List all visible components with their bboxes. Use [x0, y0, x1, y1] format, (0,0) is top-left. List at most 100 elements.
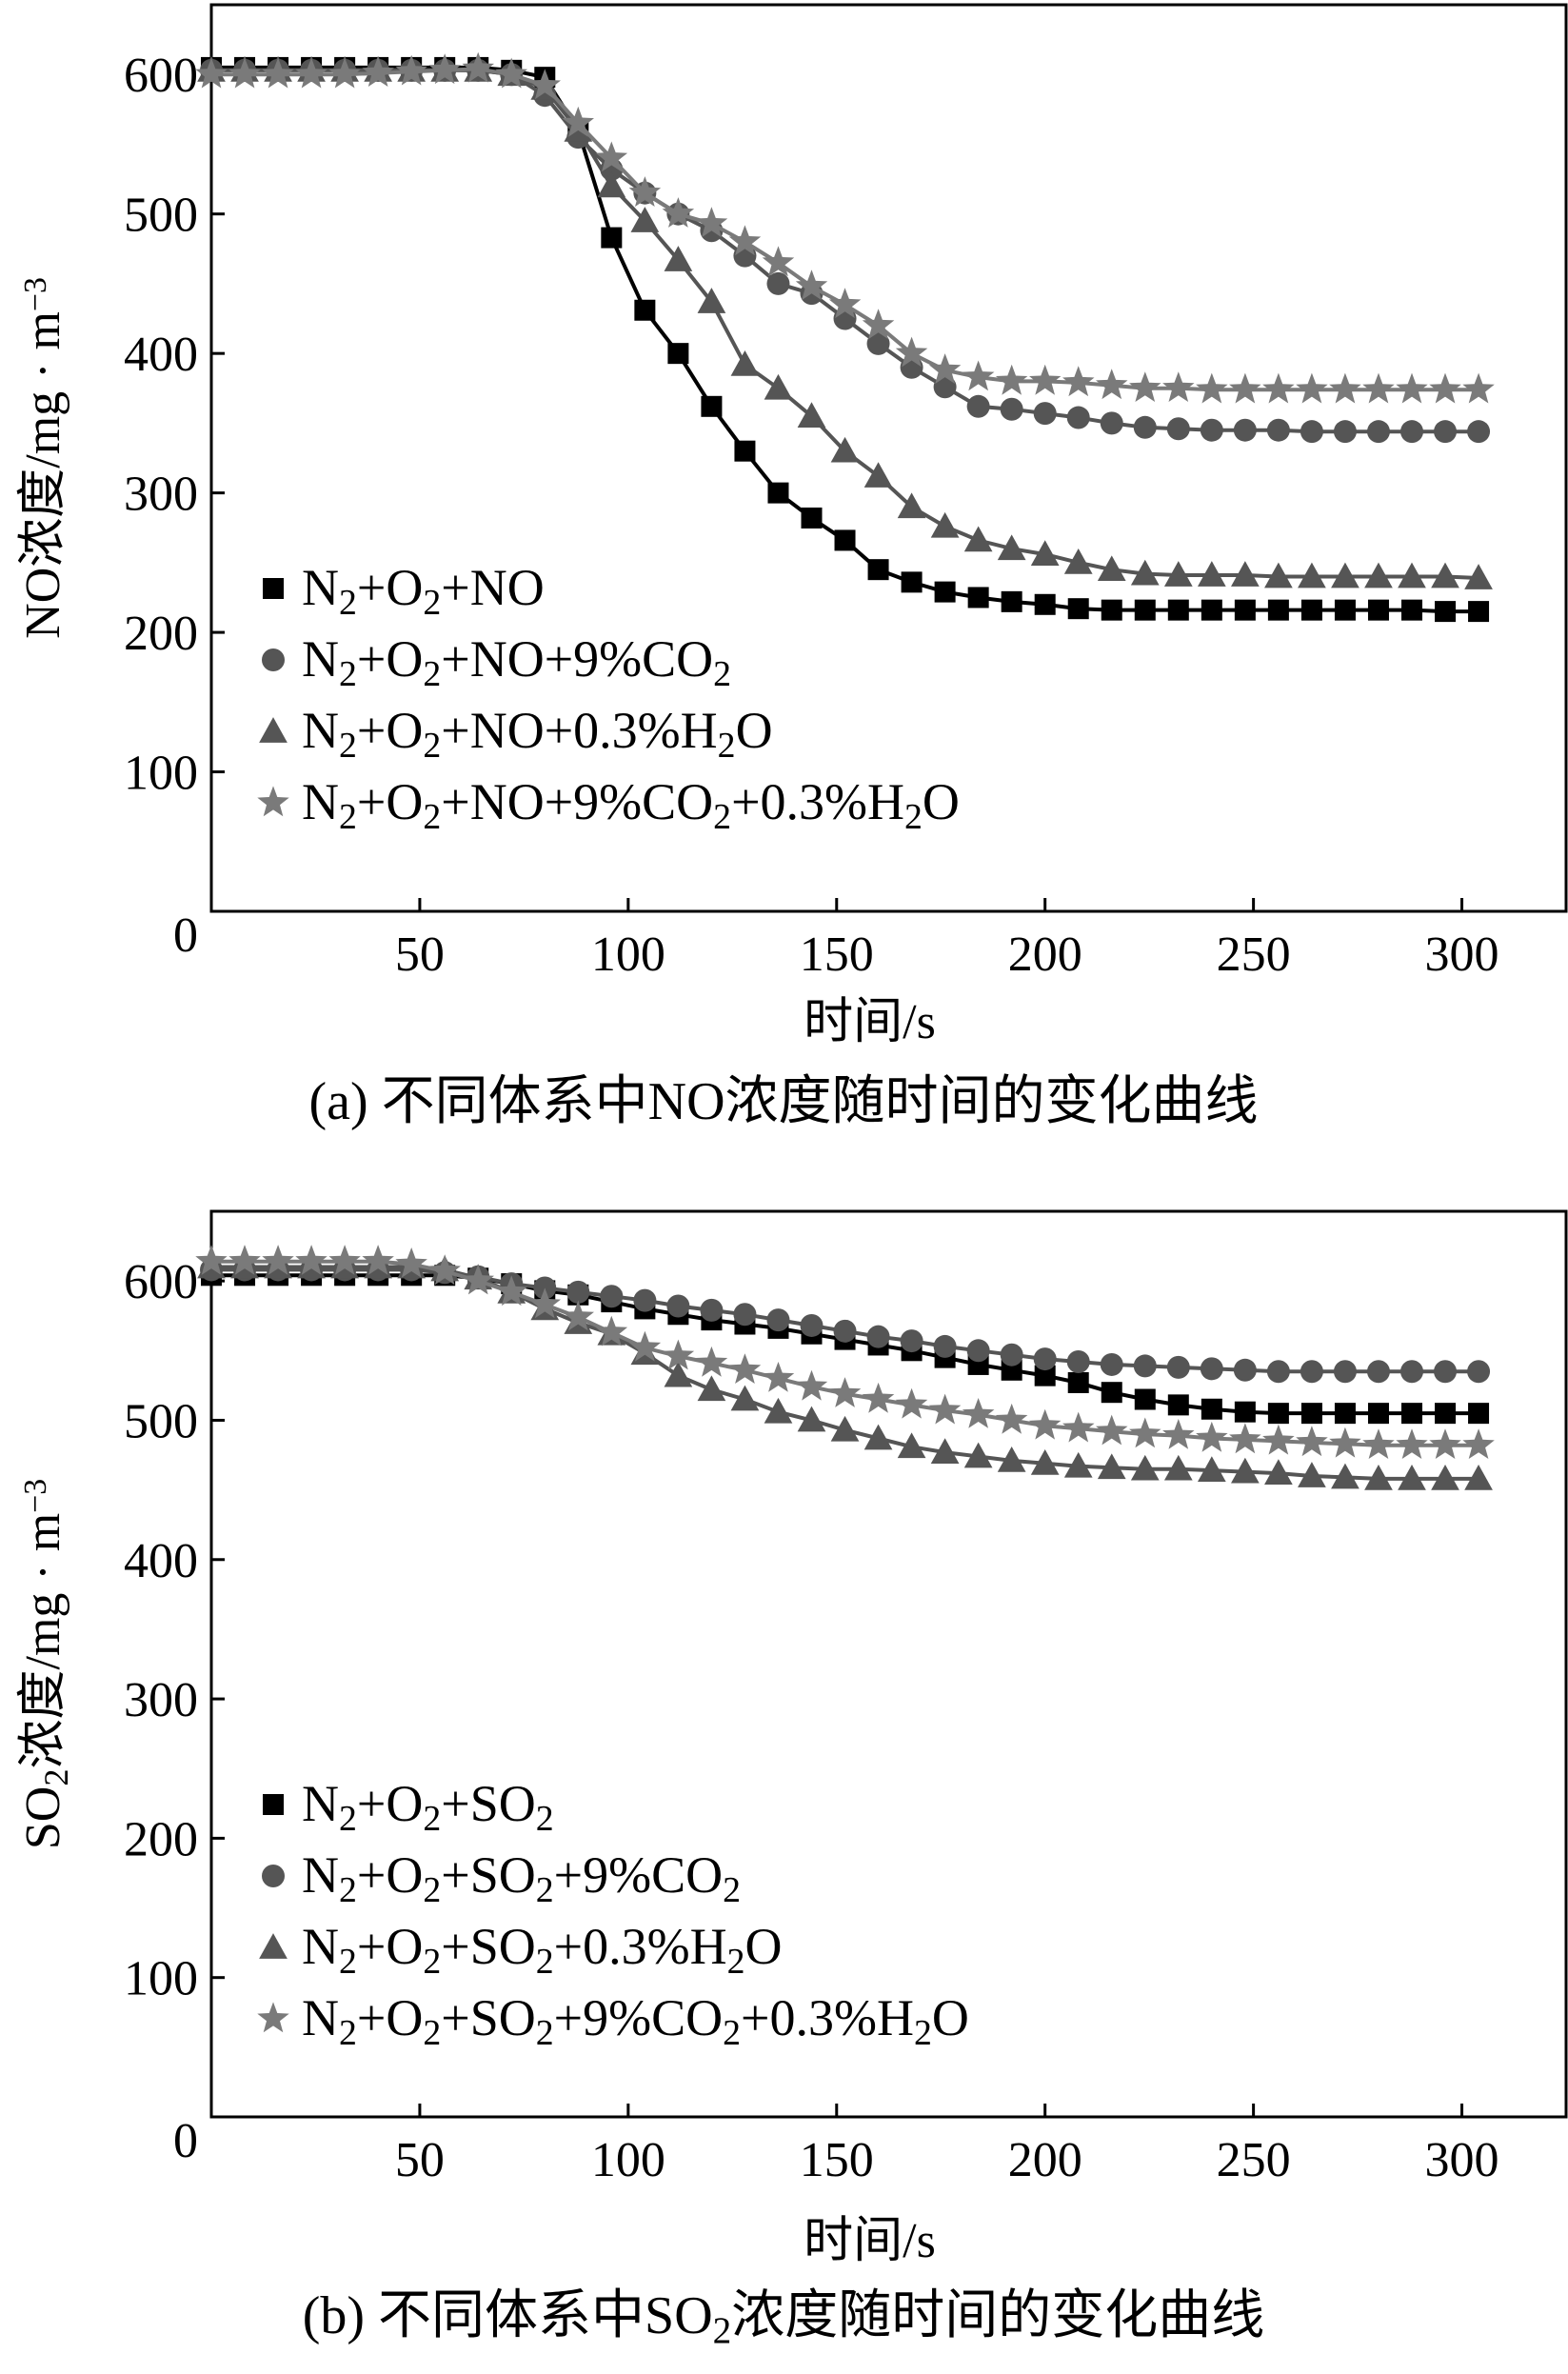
plot-frame [209, 3, 1568, 913]
data-point [930, 511, 960, 538]
x-tick-label: 200 [1008, 928, 1082, 982]
data-point [1166, 417, 1190, 441]
series-line [211, 67, 1479, 392]
data-point [1233, 1358, 1257, 1382]
data-point [697, 1375, 726, 1402]
y-tick-label: 0 [173, 908, 198, 963]
data-point [1030, 540, 1060, 566]
data-point [562, 106, 594, 137]
y-axis-label: NO浓度/mg · m−3 [16, 277, 70, 639]
data-point [928, 353, 962, 384]
data-point [1163, 1454, 1193, 1481]
data-point [1229, 1423, 1261, 1454]
y-tick-label: 100 [124, 747, 198, 801]
data-point [1100, 411, 1123, 435]
data-point [1429, 1428, 1461, 1459]
y-tick-label: 0 [173, 2114, 198, 2168]
data-point [328, 57, 361, 89]
y-tick-label: 100 [124, 1952, 198, 2006]
data-point [695, 1346, 728, 1377]
data-point [834, 529, 856, 551]
data-point [1264, 1459, 1293, 1485]
data-point [730, 1385, 760, 1411]
data-point [1462, 372, 1495, 404]
x-axis-label: 时间/s [804, 2214, 936, 2268]
data-point [1400, 599, 1422, 621]
data-point [933, 1334, 957, 1358]
data-point [1364, 562, 1393, 589]
data-point [1196, 372, 1228, 404]
data-point [1062, 366, 1095, 397]
data-point [800, 1313, 824, 1337]
data-point [1467, 420, 1491, 444]
data-point [897, 492, 926, 519]
x-tick-label: 250 [1217, 2133, 1291, 2187]
data-point [1101, 1382, 1122, 1404]
data-point [1434, 1360, 1458, 1384]
data-point [1163, 561, 1193, 587]
data-point [1331, 562, 1360, 589]
legend-item: N2+O2+SO2+9%CO2+0.3%H2O [257, 1989, 969, 2053]
data-point [1062, 1411, 1095, 1443]
x-tick-label: 200 [1008, 2133, 1082, 2187]
data-point [1435, 1403, 1457, 1425]
data-point [1130, 559, 1160, 586]
data-point [801, 507, 823, 529]
data-point [1234, 1401, 1256, 1423]
figure-caption: (b) 不同体系中SO2浓度随时间的变化曲线 [303, 2286, 1264, 2351]
data-point [1233, 418, 1257, 442]
legend: N2+O2+NO N2+O2+NO+9%CO2 N2+O2+NO+0.3%H2O N2… [257, 559, 960, 837]
data-point [1234, 599, 1256, 621]
data-point [1366, 1360, 1390, 1384]
data-point [595, 141, 628, 172]
data-point [633, 1288, 657, 1312]
x-tick-label: 250 [1217, 928, 1291, 982]
data-point [995, 1403, 1028, 1434]
legend-marker [262, 648, 285, 671]
data-point [362, 56, 394, 87]
data-point [1431, 1465, 1459, 1490]
data-point [1029, 364, 1062, 395]
data-point [697, 288, 726, 313]
data-point [1464, 564, 1493, 589]
legend-item: N2+O2+NO+9%CO2 [262, 630, 731, 694]
data-point [1063, 548, 1093, 574]
data-point [262, 1245, 294, 1275]
x-tick-label: 50 [395, 2133, 445, 2187]
data-point [428, 1254, 461, 1286]
data-point [733, 1303, 757, 1327]
data-point [1267, 599, 1289, 621]
data-point [1334, 1403, 1356, 1425]
legend-label: N2+O2+SO2+9%CO2+0.3%H2O [302, 1989, 969, 2053]
data-point [528, 69, 561, 100]
data-point [1034, 593, 1056, 615]
data-point [1396, 372, 1428, 404]
data-point [562, 1300, 594, 1331]
data-point [1231, 561, 1260, 587]
data-point [362, 1245, 394, 1275]
legend-label: N2+O2+SO2+9%CO2 [302, 1846, 741, 1910]
data-point [1033, 1347, 1057, 1371]
data-point [728, 225, 762, 256]
data-point [195, 57, 228, 89]
data-point [934, 581, 956, 603]
series-line [211, 68, 1479, 434]
y-axis-label-group: NO浓度/mg · m−3 [16, 277, 70, 639]
data-point [833, 1319, 857, 1343]
data-point [895, 336, 928, 368]
data-point [762, 246, 795, 277]
data-point [1167, 599, 1189, 621]
data-point [895, 1387, 928, 1419]
data-point [701, 395, 723, 417]
legend-marker [263, 1794, 284, 1815]
y-tick-label: 300 [124, 1673, 198, 1727]
data-point [764, 1397, 793, 1424]
data-point [963, 1442, 993, 1468]
data-point [828, 1377, 862, 1407]
legend-label: N2+O2+NO [302, 559, 545, 623]
data-point [1200, 1357, 1223, 1381]
data-point [1133, 415, 1157, 439]
legend-item: N2+O2+SO2+0.3%H2O [259, 1918, 783, 1982]
data-point [1130, 1454, 1160, 1481]
data-point [1097, 1453, 1126, 1480]
